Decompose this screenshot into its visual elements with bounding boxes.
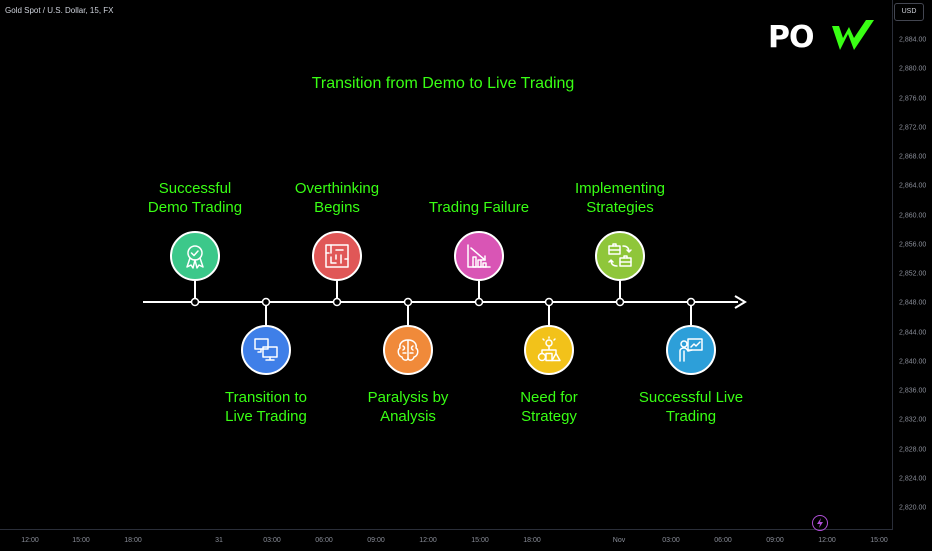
step-label-line: Successful Live [638,389,744,406]
price-tick-label: 2,852.00 [899,270,927,278]
step-circle [454,231,504,281]
price-tick-label: 2,824.00 [899,475,927,483]
step-circle [666,325,716,375]
time-tick-label: 03:00 [662,537,680,544]
timeline-node [474,297,484,307]
price-tick-label: 2,828.00 [899,446,927,453]
step-circle [595,231,645,281]
time-tick-label: 18:00 [523,537,541,544]
time-tick-label: 03:00 [263,537,281,544]
price-tick-label: 2,872.00 [899,124,927,132]
price-tick-label: 2,836.00 [899,387,927,395]
time-axis[interactable] [0,529,892,551]
time-tick-label: 18:00 [124,537,142,544]
timeline-arrowhead [734,295,747,309]
step-label-line: Trading Failure [428,199,530,216]
timeline-node [261,297,271,307]
time-tick-label: Nov [612,537,626,544]
step-label-line: Trading [665,408,717,425]
step-label-line: Strategies [586,199,654,216]
time-tick-label: 12:00 [21,537,39,544]
step-label-line: Transition to [225,389,307,406]
step-label: Trading Failure [409,198,549,217]
timeline-node [686,297,696,307]
maze-icon [325,244,349,268]
time-tick-label: 15:00 [72,537,90,544]
presenter-icon [679,338,703,362]
timeline [143,281,747,325]
award-badge-icon [186,245,204,269]
price-tick-label: 2,820.00 [899,504,927,512]
step-label: Need for Strategy [479,388,619,426]
timeline-node [403,297,413,307]
step-label: Transition to Live Trading [196,388,336,426]
step-label-line: Begins [314,199,360,216]
price-axis[interactable] [892,0,932,530]
step-label: Paralysis by Analysis [338,388,478,426]
step-label-line: Paralysis by [367,389,449,406]
idea-shapes-icon [537,336,561,362]
step-label: Overthinking Begins [267,179,407,217]
time-tick-label: 12:00 [419,537,437,544]
chart-symbol-title: Gold Spot / U.S. Dollar, 15, FX [5,6,114,15]
step-label-line: Strategy [521,408,577,425]
declining-chart-icon [467,244,491,268]
time-tick-label: 06:00 [714,537,732,544]
step-label-line: Overthinking [294,180,380,197]
step-label-line: Implementing [574,180,666,197]
price-tick-label: 2,832.00 [899,416,927,424]
step-label-line: Successful [158,180,232,197]
step-label-line: Live Trading [225,408,307,425]
step-circle [524,325,574,375]
timeline-node [544,297,554,307]
step-circle [170,231,220,281]
step-circle [312,231,362,281]
logo-w-mark [832,20,874,50]
price-tick-label: 2,844.00 [899,329,927,336]
timeline-node [190,297,200,307]
price-tick-label: 2,840.00 [899,358,927,366]
price-tick-label: 2,848.00 [899,299,927,307]
timeline-node [332,297,342,307]
price-tick-label: 2,884.00 [899,36,927,44]
currency-badge[interactable]: USD [894,3,924,21]
two-monitors-icon [254,338,278,361]
price-tick-label: 2,864.00 [899,182,927,190]
time-tick-label: 15:00 [870,537,888,544]
logo-text: PO [768,20,814,55]
step-label-line: Need for [520,389,578,406]
step-label-line: Demo Trading [147,199,243,216]
timeline-node [615,297,625,307]
briefcase-cycle-icon [608,243,632,267]
time-tick-label: 06:00 [315,537,333,544]
price-tick-label: 2,860.00 [899,212,927,219]
price-tick-label: 2,856.00 [899,241,927,249]
time-tick-label: 09:00 [367,537,385,544]
time-tick-label: 12:00 [818,537,836,544]
price-tick-label: 2,876.00 [899,95,927,102]
time-tick-label: 15:00 [471,537,489,544]
price-tick-label: 2,880.00 [899,65,927,73]
step-label: Successful Demo Trading [125,179,265,217]
step-circle [383,325,433,375]
lightning-icon[interactable] [812,515,828,531]
diagram-title: Transition from Demo to Live Trading [311,75,575,92]
step-label: Implementing Strategies [550,179,690,217]
step-label: Successful Live Trading [621,388,761,426]
price-tick-label: 2,868.00 [899,153,927,161]
time-tick-label: 31 [215,537,223,544]
time-tick-label: 09:00 [766,537,784,544]
brain-icon [397,339,419,361]
step-label-line: Analysis [380,408,436,425]
step-circle [241,325,291,375]
